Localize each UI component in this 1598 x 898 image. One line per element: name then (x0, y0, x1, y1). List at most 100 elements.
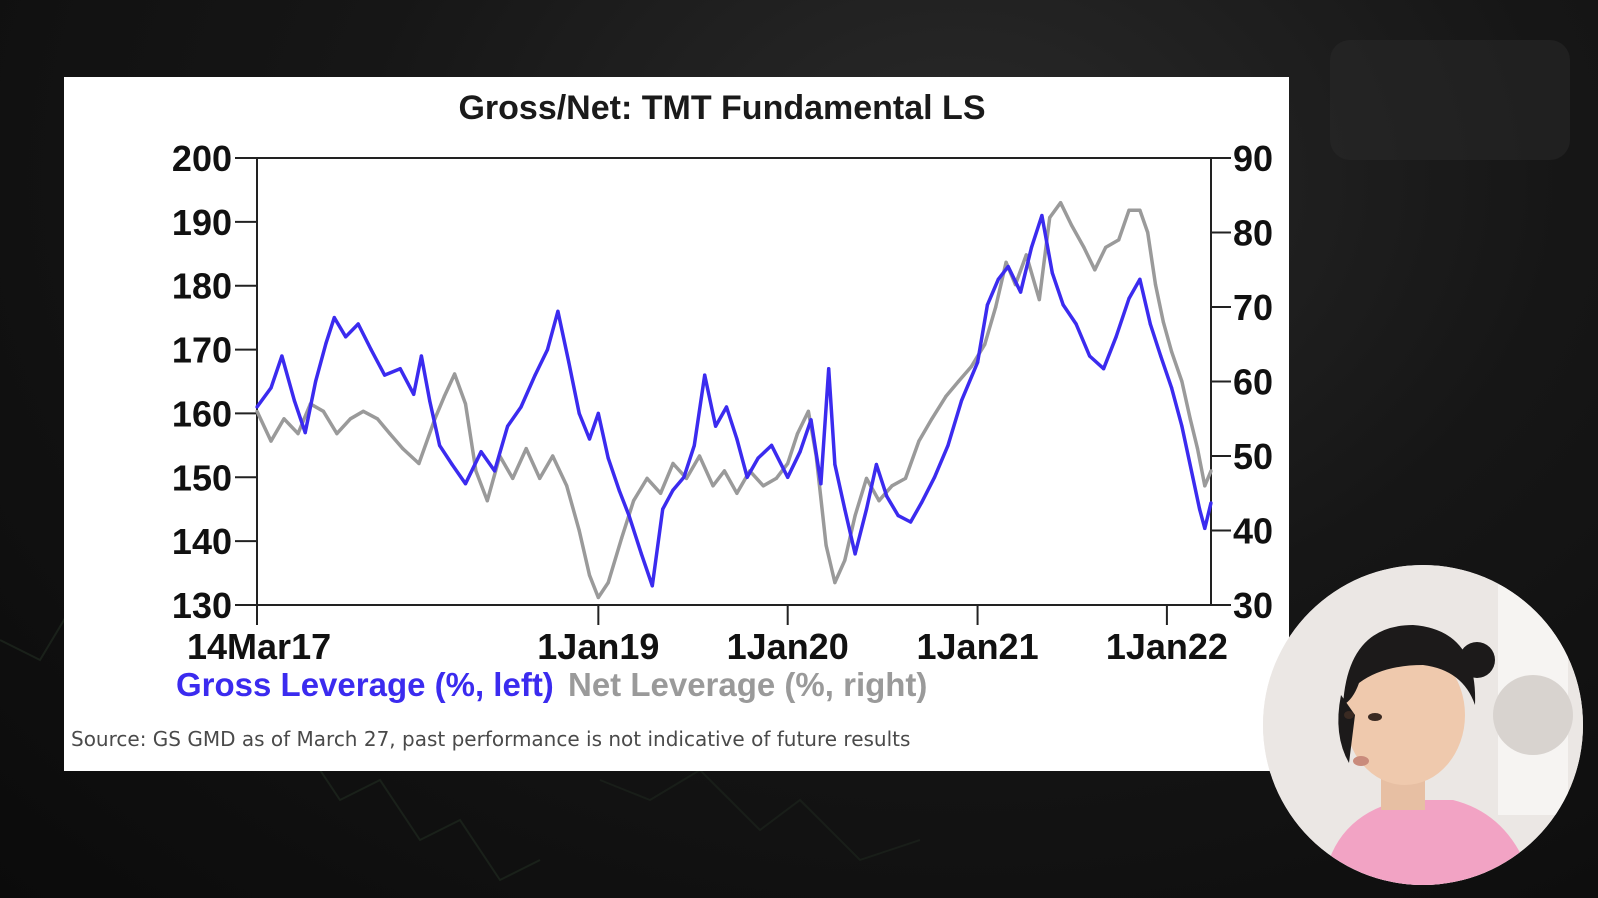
net-leverage-point (761, 484, 765, 488)
net-leverage-point (511, 476, 515, 480)
net-leverage-point (1059, 201, 1063, 205)
gross-leverage-point (1159, 354, 1163, 358)
gross-leverage-point (1203, 526, 1207, 530)
net-leverage-point (1209, 469, 1213, 473)
gross-leverage-point (587, 437, 592, 441)
gross-leverage-point (1040, 213, 1044, 218)
net-leverage-point (485, 499, 489, 503)
net-leverage-point (722, 469, 727, 473)
gross-leverage-point (450, 462, 454, 467)
net-leverage-point (1170, 350, 1174, 354)
gross-leverage-point (827, 367, 831, 371)
net-leverage-point (1180, 379, 1184, 384)
net-leverage-point (956, 379, 961, 384)
net-leverage-point (524, 447, 528, 451)
gross-leverage-point (985, 303, 990, 307)
gross-leverage-point (919, 501, 924, 505)
net-leverage-point (671, 461, 675, 466)
gross-leverage-point (280, 354, 284, 358)
gross-leverage-point (1029, 245, 1034, 249)
y-left-tick-label: 170 (172, 330, 232, 371)
gross-leverage-point (853, 552, 857, 556)
gross-leverage-point (1061, 303, 1065, 307)
chart-title: Gross/Net: TMT Fundamental LS (458, 89, 985, 127)
net-leverage-point (1146, 230, 1150, 235)
gross-leverage-point (1138, 277, 1142, 281)
y-right-tick-label: 90 (1233, 138, 1273, 179)
gross-leverage-point (479, 450, 483, 454)
gross-leverage-point (885, 494, 889, 498)
net-leverage-point (711, 484, 715, 488)
net-leverage-point (833, 581, 837, 585)
net-leverage-point (774, 476, 778, 480)
net-leverage-point (442, 394, 446, 398)
net-leverage-point (786, 461, 790, 466)
y-left-tick-label: 150 (172, 457, 232, 498)
net-leverage-point (1037, 298, 1041, 302)
net-leverage-point (917, 439, 921, 443)
net-leverage-point (684, 476, 689, 480)
net-leverage-point (1161, 320, 1165, 324)
y-left-tick-label: 190 (172, 202, 232, 243)
gross-leverage-point (463, 482, 468, 486)
x-tick-label: 1Jan20 (727, 626, 849, 667)
net-leverage-point (877, 499, 881, 503)
gross-leverage-point (996, 277, 1000, 281)
y-right-tick-label: 50 (1233, 436, 1273, 477)
gross-leverage-point (976, 360, 980, 364)
gross-leverage-point (661, 507, 665, 511)
gross-leverage-point (519, 405, 523, 409)
gross-leverage-point (735, 437, 739, 441)
gross-leverage-point (606, 456, 610, 460)
x-tick-label: 1Jan21 (917, 626, 1039, 667)
net-leverage-point (255, 409, 259, 413)
net-leverage-point (659, 491, 663, 495)
gross-leverage-point (1102, 367, 1106, 371)
net-leverage-point (388, 432, 392, 436)
gross-leverage-point (809, 418, 813, 422)
gross-leverage-point (874, 462, 879, 467)
gross-leverage-point (692, 443, 696, 447)
net-leverage-point (645, 476, 649, 480)
gross-leverage-point (269, 386, 273, 390)
gross-leverage-point (959, 399, 964, 403)
net-leverage-point (806, 409, 811, 413)
gross-leverage-point (932, 475, 937, 479)
gross-leverage-point (438, 443, 442, 447)
net-leverage-point (1195, 447, 1200, 451)
gross-leverage-point (770, 443, 774, 447)
plot-frame (256, 157, 1212, 606)
gross-leverage-point (356, 322, 360, 326)
gross-leverage-point (833, 462, 837, 467)
source-note: Source: GS GMD as of March 27, past perf… (71, 727, 911, 751)
gross-leverage-point (639, 552, 644, 556)
gross-leverage-point (745, 475, 749, 479)
gross-leverage-point (596, 411, 600, 415)
net-leverage-point (453, 372, 457, 376)
net-leverage-point (401, 447, 405, 451)
net-leverage-point (1004, 260, 1008, 264)
gross-leverage-point (756, 456, 760, 460)
net-leverage-point (417, 461, 421, 466)
net-leverage-point (864, 476, 869, 480)
net-leverage-point (890, 484, 894, 488)
net-leverage-point (620, 536, 624, 540)
net-leverage-point (538, 476, 542, 480)
net-leverage-line (255, 200, 1213, 600)
net-leverage-point (632, 499, 636, 503)
x-tick-label: 1Jan22 (1106, 626, 1228, 667)
gross-leverage-point (428, 399, 432, 403)
gross-leverage-point (412, 392, 416, 396)
net-leverage-point (969, 365, 973, 369)
net-leverage-point (1024, 253, 1028, 257)
gross-leverage-point (292, 399, 296, 403)
gross-leverage-point (1019, 290, 1023, 294)
axes: 200 190 180 170 160 150 140 130 90 80 70 60 50 40 30 14… (172, 138, 1273, 667)
net-leverage-point (1117, 238, 1121, 242)
net-leverage-point (606, 581, 610, 585)
net-leverage-point (296, 432, 300, 436)
net-leverage-point (903, 476, 908, 480)
y-right-tick-label: 60 (1233, 362, 1273, 403)
net-leverage-point (269, 439, 273, 443)
gross-leverage-point (332, 316, 336, 320)
